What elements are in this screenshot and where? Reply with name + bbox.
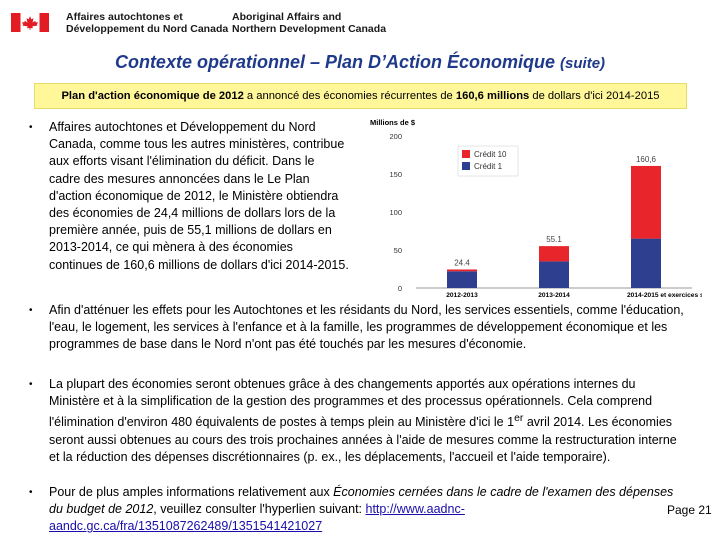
bullet-text: La plupart des économies seront obtenues… [49, 376, 689, 466]
canada-flag-icon [11, 13, 49, 32]
bar-segment [539, 261, 569, 288]
banner-text: a annoncé des économies récurrentes de [243, 90, 456, 102]
bar-data-label: 24.4 [454, 258, 470, 267]
bullet-text-part: La plupart des économies seront obtenues… [49, 377, 653, 430]
bullet-text-part: Pour de plus amples informations relativ… [49, 485, 334, 499]
banner-text-end: de dollars d'ici 2014-2015 [529, 90, 660, 102]
bar-segment [447, 271, 477, 288]
savings-chart-svg: Millions de $ 0 50 100 150 200 24.4 2012-2013 55… [370, 118, 702, 299]
bar-data-label: 55.1 [546, 235, 562, 244]
bullet-marker: • [29, 379, 33, 390]
header: Affaires autochtones et Développement du… [0, 0, 720, 44]
department-name-en: Aboriginal Affairs and Northern Developm… [232, 11, 386, 35]
y-tick-label: 100 [389, 208, 402, 217]
department-name-fr: Affaires autochtones et Développement du… [66, 11, 228, 35]
legend-label: Crédit 10 [474, 150, 507, 159]
highlight-banner: Plan d'action économique de 2012 a annon… [34, 83, 687, 109]
x-tick-label: 2014-2015 et exercices suivants [627, 292, 702, 299]
slide-title-suffix: (suite) [560, 55, 606, 72]
bullet-marker: • [29, 122, 33, 133]
bar-data-label: 160,6 [636, 155, 657, 164]
department-name-fr-line1: Affaires autochtones et [66, 11, 183, 23]
bar-segment [631, 165, 661, 239]
x-tick-label: 2013-2014 [538, 292, 570, 299]
bullet-text-part: avril 2014. Les économies seront aussi o… [49, 415, 677, 464]
y-tick-label: 200 [389, 132, 402, 141]
department-name-fr-line2: Développement du Nord Canada [66, 23, 229, 35]
bullet-marker: • [29, 487, 33, 498]
y-tick-label: 50 [394, 246, 402, 255]
y-tick-label: 150 [389, 170, 402, 179]
bar-segment [539, 246, 569, 262]
ordinal-superscript: er [514, 413, 524, 425]
department-name-en-line2: Northern Development Canada [232, 23, 387, 35]
y-axis-label: Millions de $ [370, 118, 416, 127]
legend-swatch [462, 150, 470, 158]
bullet-text-part: , veuillez consulter l'hyperlien suivant… [153, 502, 366, 517]
bullet-text: Affaires autochtones et Développement du… [49, 120, 349, 272]
department-name-en-line1: Aboriginal Affairs and [232, 11, 342, 23]
legend-label: Crédit 1 [474, 162, 503, 171]
report-title: Économies cernées dans le cadre de l'exa… [49, 485, 674, 517]
bar-segment [631, 238, 661, 288]
x-tick-label: 2012-2013 [446, 292, 478, 299]
savings-chart: Millions de $ 0 50 100 150 200 24.4 2012-2013 55… [362, 116, 702, 302]
slide-title: Contexte opérationnel – Plan D’Action Éc… [0, 52, 720, 73]
y-tick-label: 0 [398, 284, 402, 293]
page-number: Page 21 [667, 503, 712, 517]
legend-swatch [462, 162, 470, 170]
bullet-text: Pour de plus amples informations relativ… [49, 484, 689, 536]
banner-amount: 160,6 millions [455, 90, 530, 102]
bullet-text: Afin d'atténuer les effets pour les Auto… [49, 303, 684, 352]
bullet-marker: • [29, 305, 33, 316]
slide-title-main: Contexte opérationnel – Plan D’Action Éc… [114, 52, 556, 72]
bar-segment [447, 269, 477, 272]
banner-plan-name: Plan d'action économique de 2012 [61, 90, 244, 102]
report-hyperlink[interactable]: http://www.aadnc-aandc.gc.ca/fra/1351087… [49, 502, 465, 534]
